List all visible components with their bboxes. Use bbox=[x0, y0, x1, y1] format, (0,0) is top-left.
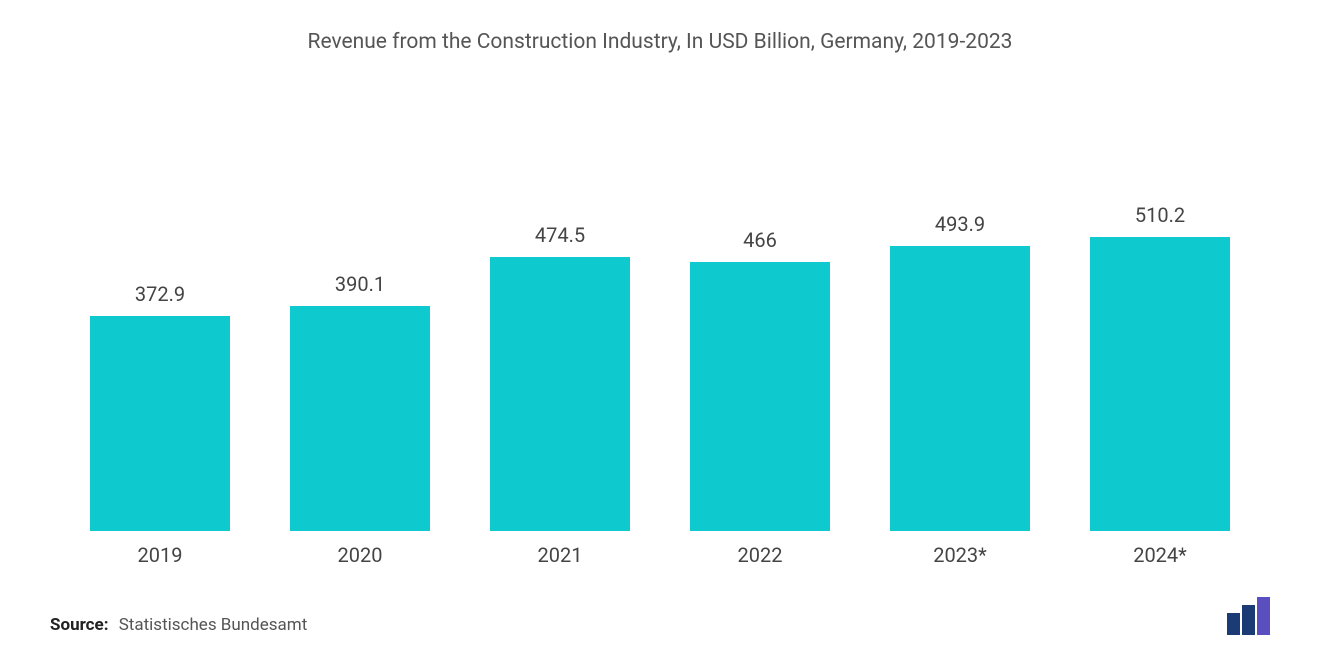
x-tick-1: 2020 bbox=[260, 543, 460, 567]
bar-value-label: 372.9 bbox=[135, 282, 185, 306]
logo-bar-2 bbox=[1257, 597, 1270, 635]
bar-group-4: 493.9 bbox=[860, 212, 1060, 531]
bar-value-label: 466 bbox=[743, 228, 777, 252]
chart-footer: Source: Statistisches Bundesamt bbox=[40, 567, 1280, 645]
source-attribution: Source: Statistisches Bundesamt bbox=[50, 615, 307, 635]
bar-value-label: 493.9 bbox=[935, 212, 985, 236]
bar-5 bbox=[1090, 237, 1230, 531]
bar-2 bbox=[490, 257, 630, 531]
bar-group-5: 510.2 bbox=[1060, 203, 1260, 531]
x-tick-0: 2019 bbox=[60, 543, 260, 567]
logo-bar-0 bbox=[1227, 613, 1240, 635]
x-tick-4: 2023* bbox=[860, 543, 1060, 567]
bar-group-1: 390.1 bbox=[260, 272, 460, 531]
bar-value-label: 390.1 bbox=[335, 272, 385, 296]
x-tick-2: 2021 bbox=[460, 543, 660, 567]
logo-bar-1 bbox=[1242, 605, 1255, 635]
source-value: Statistisches Bundesamt bbox=[119, 615, 308, 635]
plot-area: 372.9 390.1 474.5 466 493.9 510.2 bbox=[40, 104, 1280, 531]
bar-1 bbox=[290, 306, 430, 531]
brand-logo-icon bbox=[1227, 597, 1270, 635]
chart-container: Revenue from the Construction Industry, … bbox=[0, 0, 1320, 665]
bar-group-3: 466 bbox=[660, 228, 860, 531]
bar-0 bbox=[90, 316, 230, 531]
bar-group-0: 372.9 bbox=[60, 282, 260, 531]
x-tick-3: 2022 bbox=[660, 543, 860, 567]
bar-3 bbox=[690, 262, 830, 531]
x-axis: 2019 2020 2021 2022 2023* 2024* bbox=[40, 531, 1280, 567]
x-tick-5: 2024* bbox=[1060, 543, 1260, 567]
chart-title: Revenue from the Construction Industry, … bbox=[40, 30, 1280, 54]
bar-value-label: 510.2 bbox=[1135, 203, 1185, 227]
bar-group-2: 474.5 bbox=[460, 223, 660, 531]
bar-value-label: 474.5 bbox=[535, 223, 585, 247]
bar-4 bbox=[890, 246, 1030, 531]
source-label: Source: bbox=[50, 615, 108, 635]
